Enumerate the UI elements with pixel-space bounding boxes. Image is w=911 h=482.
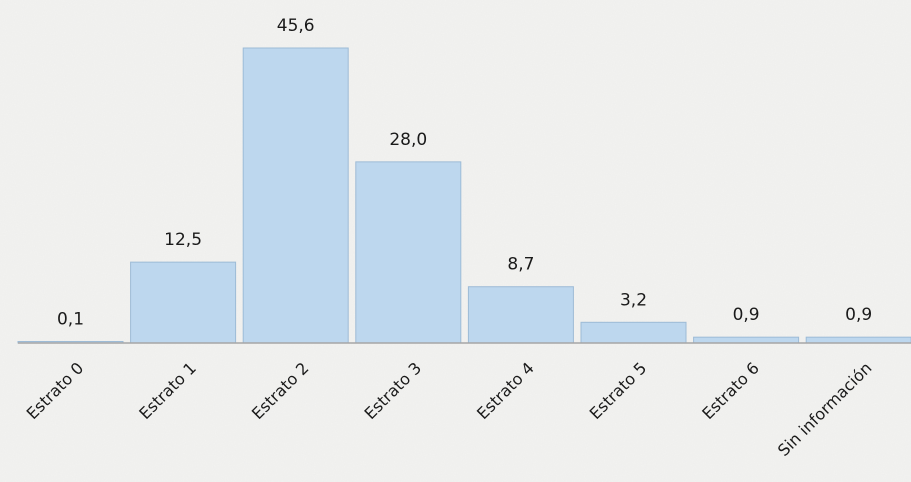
bar-7 (805, 336, 911, 344)
data-label-0: 0,1 (57, 310, 84, 330)
data-label-5: 3,2 (620, 290, 647, 310)
bar-3 (355, 161, 462, 344)
bar-2 (242, 47, 349, 344)
data-label-7: 0,9 (845, 305, 872, 325)
data-label-2: 45,6 (277, 16, 315, 36)
bar-1 (130, 261, 237, 344)
data-labels-group: 0,1 12,5 45,6 28,0 8,7 3,2 0,9 0,9 (57, 16, 872, 330)
data-label-6: 0,9 (733, 305, 760, 325)
bar-6 (693, 336, 800, 344)
data-label-3: 28,0 (389, 130, 427, 150)
data-label-4: 8,7 (507, 255, 534, 275)
bars-group (17, 47, 911, 344)
bar-5 (580, 321, 687, 344)
bar-4 (467, 286, 574, 344)
data-label-1: 12,5 (164, 230, 202, 250)
